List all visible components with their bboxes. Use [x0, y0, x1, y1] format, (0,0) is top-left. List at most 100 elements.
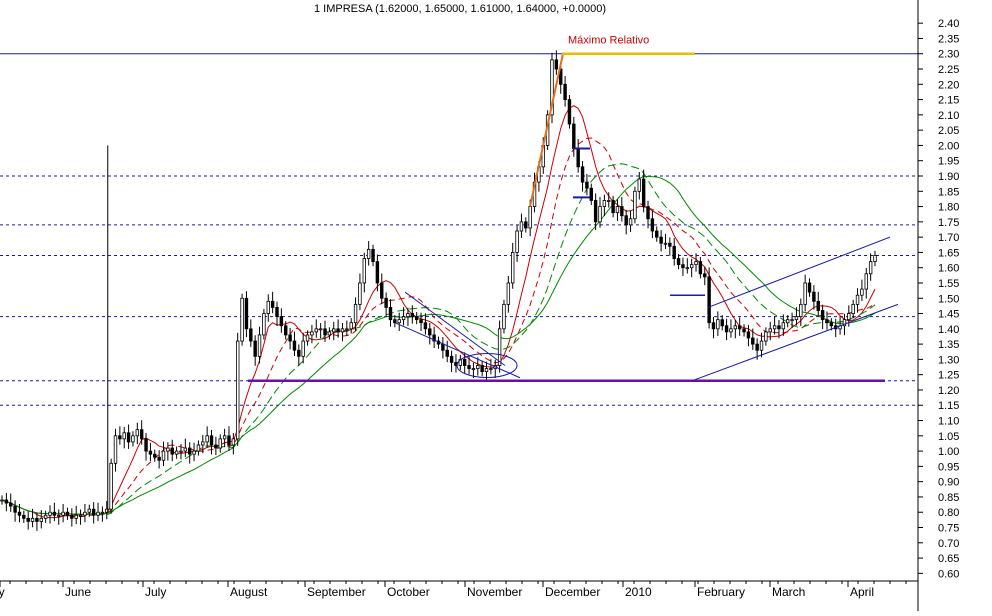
candle-body: [30, 517, 35, 522]
candle-body: [91, 508, 96, 516]
candle-body: [733, 325, 738, 330]
candle-body: [777, 325, 781, 330]
candle-body: [96, 511, 100, 516]
candle-body: [61, 511, 65, 516]
candle-body: [301, 340, 305, 357]
y-tick-label: 1.55: [938, 278, 959, 290]
candle-body: [633, 190, 637, 220]
candle-body: [397, 319, 401, 324]
x-tick-label: August: [230, 585, 268, 599]
candle-body: [297, 349, 301, 357]
candle-body: [157, 456, 161, 461]
candle-body: [668, 242, 672, 247]
downtrend-upper-line: [404, 291, 506, 366]
candle-body: [755, 343, 759, 351]
candle-body: [598, 206, 602, 223]
x-tick-label: December: [545, 585, 600, 599]
y-tick-label: 1.70: [938, 232, 959, 244]
candle-body: [279, 316, 284, 327]
candle-body: [0, 499, 4, 502]
y-tick-label: 1.65: [938, 247, 959, 259]
candle-body: [785, 319, 790, 324]
rally-line: [529, 53, 564, 207]
axis-layer: 0.60 0.65 0.70 0.75 0.80 0.85 0.90 0.95 1.00 1.05…: [0, 0, 959, 611]
candle-body: [419, 319, 423, 324]
candle-body: [65, 511, 70, 516]
candle-body: [257, 334, 262, 357]
candle-body: [253, 340, 257, 357]
candle-body: [366, 248, 371, 259]
y-tick-label: 1.10: [938, 416, 959, 428]
candle-body: [689, 264, 694, 269]
candle-body: [724, 325, 729, 333]
chart-title: 1 IMPRESA (1.62000, 1.65000, 1.61000, 1.…: [313, 3, 607, 15]
candle-body: [161, 450, 166, 461]
candle-body: [401, 316, 406, 321]
y-tick-label: 1.75: [938, 217, 959, 229]
candle-body: [497, 328, 502, 366]
y-tick-label: 0.75: [938, 523, 959, 535]
y-tick-label: 1.00: [938, 446, 959, 458]
candle-body: [816, 300, 820, 311]
y-tick-label: 0.60: [938, 568, 959, 580]
grid-layer: [0, 53, 918, 406]
candle-body: [829, 322, 834, 327]
candle-body: [362, 258, 367, 284]
y-tick-label: 1.95: [938, 156, 959, 168]
candle-body: [502, 303, 506, 330]
candle-body: [593, 200, 598, 223]
candle-body: [707, 276, 711, 324]
candle-body: [318, 328, 323, 331]
candle-body: [790, 319, 794, 322]
candle-body: [615, 206, 620, 214]
y-tick-label: 1.40: [938, 324, 959, 336]
candle-body: [35, 517, 39, 522]
candle-body: [209, 435, 214, 446]
candle-body: [711, 322, 716, 330]
candle-body: [270, 300, 275, 308]
y-tick-label: 1.25: [938, 370, 959, 382]
trendlines-layer: Máximo Relativo: [248, 35, 899, 383]
candle-body: [742, 328, 746, 333]
candle-body: [22, 514, 26, 519]
y-tick-label: 1.85: [938, 186, 959, 198]
y-tick-label: 2.25: [938, 64, 959, 76]
candle-body: [266, 300, 270, 314]
candle-body: [284, 325, 288, 336]
candle-body: [388, 307, 393, 321]
candle-body: [118, 435, 122, 440]
y-tick-label: 2.20: [938, 79, 959, 91]
y-tick-label: 1.35: [938, 339, 959, 351]
candle-body: [305, 334, 310, 342]
candle-body: [476, 365, 480, 369]
candle-body: [746, 331, 751, 339]
candle-body: [428, 328, 432, 336]
y-tick-label: 1.80: [938, 202, 959, 214]
candle-body: [842, 319, 847, 327]
x-tick-label: September: [307, 585, 366, 599]
candle-body: [244, 297, 249, 330]
candle-body: [868, 261, 873, 275]
candle-body: [393, 319, 397, 324]
candle-body: [288, 334, 292, 342]
candle-body: [550, 59, 554, 116]
candle-body: [384, 297, 388, 308]
y-tick-label: 0.65: [938, 553, 959, 565]
candle-body: [83, 511, 87, 516]
candle-body: [772, 325, 777, 330]
candle-body: [467, 365, 471, 369]
candle-body: [240, 297, 244, 342]
candle-body: [179, 450, 183, 453]
candle-body: [196, 444, 201, 452]
candle-body: [812, 291, 816, 302]
candle-body: [236, 340, 240, 440]
relative-max-annotation: Máximo Relativo: [568, 35, 649, 47]
y-tick-label: 1.50: [938, 293, 959, 305]
candle-body: [794, 316, 799, 321]
candle-body: [676, 258, 681, 266]
candles-layer: [0, 50, 877, 531]
candle-body: [57, 514, 61, 517]
y-tick-label: 0.70: [938, 538, 959, 550]
candle-body: [716, 319, 720, 330]
candle-body: [781, 322, 786, 330]
